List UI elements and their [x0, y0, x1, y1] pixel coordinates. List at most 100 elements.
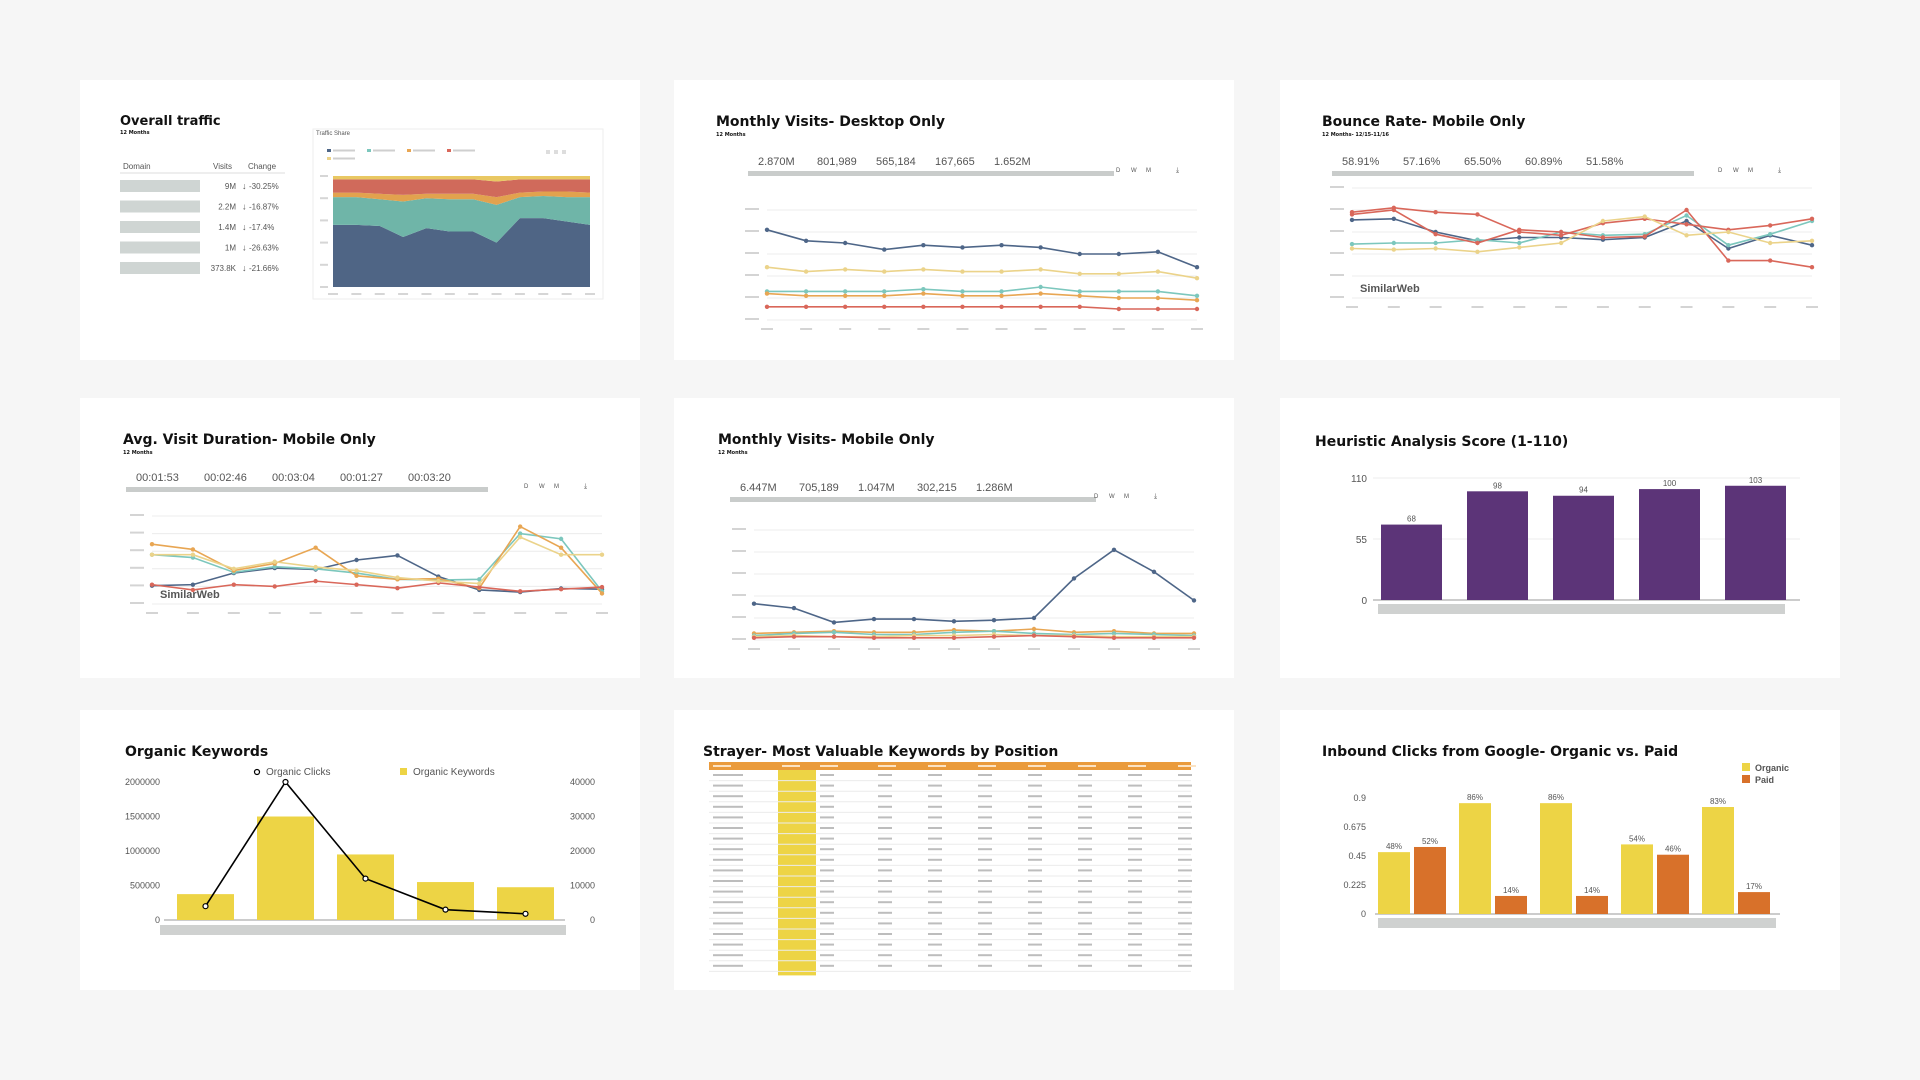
change-cell-3: -26.63% — [249, 244, 279, 253]
total-value-0: 2.870M — [758, 156, 795, 168]
x-tick-label — [514, 293, 525, 295]
data-point — [272, 564, 277, 569]
x-tick-label — [473, 612, 486, 614]
totals-underline — [126, 487, 488, 492]
x-tick-label — [351, 293, 362, 295]
table-cell — [878, 837, 892, 840]
data-point — [395, 585, 400, 591]
total-value-2: 1.047M — [858, 482, 895, 494]
data-point — [1194, 298, 1200, 303]
y-tick-label — [745, 230, 759, 232]
table-cell — [1178, 805, 1192, 808]
table-cell — [1078, 805, 1092, 808]
table-cell — [820, 784, 834, 787]
data-point — [354, 582, 359, 587]
table-cell — [1078, 827, 1092, 829]
table-cell — [1178, 943, 1192, 946]
data-point — [1349, 212, 1355, 217]
table-cell — [928, 890, 942, 893]
category-label-bar — [1378, 918, 1776, 928]
table-cell — [1178, 880, 1192, 882]
table-cell — [1178, 890, 1192, 893]
table-cell — [928, 954, 942, 957]
table-cell — [1078, 911, 1092, 914]
download-icon: ⤓ — [584, 483, 587, 490]
data-point — [1077, 251, 1082, 257]
data-point — [1642, 214, 1647, 219]
data-point — [921, 267, 926, 272]
table-cell — [1028, 869, 1042, 872]
download-icon: ⤓ — [1778, 167, 1781, 174]
data-point — [1767, 232, 1773, 237]
x-tick-label — [374, 293, 385, 295]
data-point — [1809, 265, 1815, 270]
card-inbound-clicks: Inbound Clicks from Google- Organic vs. … — [1280, 710, 1840, 990]
table-cell — [1178, 922, 1192, 925]
toggle-w: W — [1733, 168, 1739, 174]
data-point — [803, 304, 809, 309]
data-point — [1391, 207, 1397, 213]
x-tick-label — [1151, 328, 1164, 330]
change-cell-0: -30.25% — [249, 182, 279, 191]
x-tick-label — [1764, 306, 1777, 308]
bar-paid-2 — [1576, 895, 1608, 914]
data-point — [882, 289, 887, 294]
x-tick-label — [561, 293, 572, 295]
y-tick-1: 0.675 — [1343, 822, 1366, 832]
data-point — [842, 293, 848, 298]
data-point — [1191, 635, 1197, 640]
table-cell — [878, 911, 892, 914]
table-cell — [1128, 837, 1142, 840]
table-cell — [978, 827, 992, 829]
legend-clicks-label: Organic Clicks — [266, 767, 330, 778]
x-tick-label — [421, 293, 432, 295]
x-tick-label — [596, 612, 608, 614]
bar-label-0: 68 — [1407, 515, 1416, 524]
traffic-share-title: Traffic Share — [316, 131, 351, 137]
data-point — [1433, 240, 1438, 246]
data-point — [1111, 631, 1117, 636]
table-cell — [713, 869, 743, 872]
table-cell — [820, 858, 834, 861]
data-point — [354, 557, 359, 563]
data-point — [1077, 271, 1082, 276]
data-point — [1642, 234, 1647, 239]
x-tick-label — [227, 612, 240, 614]
x-tick-label — [800, 328, 813, 330]
data-point — [1558, 233, 1564, 238]
clicks-point-0 — [202, 903, 209, 910]
table-cell — [713, 911, 743, 914]
table-cell — [878, 869, 892, 872]
card-title: Bounce Rate- Mobile Only — [1322, 114, 1526, 130]
x-tick-label — [1429, 306, 1442, 308]
table-cell — [978, 922, 992, 925]
data-point — [764, 265, 770, 270]
y-tick-label — [320, 241, 328, 244]
x-tick-label — [468, 293, 479, 295]
data-point — [1155, 269, 1161, 274]
table-cell — [1128, 858, 1142, 861]
card-title: Overall traffic — [120, 114, 221, 129]
y-left-tick-4: 0 — [155, 915, 160, 925]
total-value-1: 57.16% — [1403, 156, 1441, 168]
card-title: Monthly Visits- Mobile Only — [718, 432, 935, 448]
y-right-tick-3: 10000 — [570, 881, 595, 891]
legend-label-0 — [333, 149, 355, 152]
table-cell — [1178, 837, 1192, 840]
data-point — [764, 304, 770, 309]
table-cell — [978, 911, 992, 914]
table-cell — [878, 964, 892, 967]
data-point — [558, 587, 564, 592]
card-title: Heuristic Analysis Score (1-110) — [1315, 434, 1569, 450]
data-point — [999, 293, 1004, 298]
data-point — [991, 634, 997, 639]
x-tick-label — [514, 612, 527, 614]
table-cell — [1028, 784, 1042, 787]
table-cell — [820, 795, 834, 798]
x-tick-label — [1191, 328, 1203, 330]
table-cell — [1028, 901, 1042, 904]
data-point — [1031, 633, 1037, 638]
x-tick-label — [491, 293, 502, 295]
bar-organic-0 — [1378, 852, 1410, 914]
data-point — [882, 247, 887, 252]
